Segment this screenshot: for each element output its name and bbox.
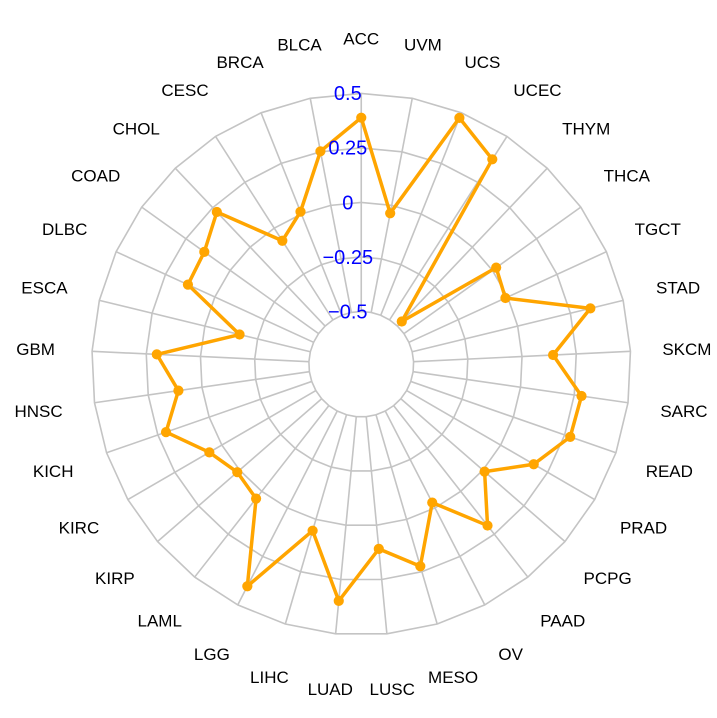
svg-text:UCEC: UCEC <box>513 81 561 100</box>
svg-text:BLCA: BLCA <box>277 35 322 54</box>
svg-text:THYM: THYM <box>562 119 610 138</box>
svg-text:PAAD: PAAD <box>540 612 585 631</box>
svg-text:LUSC: LUSC <box>370 680 415 699</box>
svg-text:DLBC: DLBC <box>42 220 87 239</box>
svg-text:0: 0 <box>342 192 353 214</box>
svg-text:COAD: COAD <box>71 166 120 185</box>
svg-text:UVM: UVM <box>404 35 442 54</box>
svg-text:STAD: STAD <box>656 279 700 298</box>
svg-text:KIRC: KIRC <box>59 518 100 537</box>
svg-text:CESC: CESC <box>161 81 208 100</box>
svg-text:SARC: SARC <box>660 402 707 421</box>
svg-text:ACC: ACC <box>343 29 379 48</box>
svg-text:OV: OV <box>498 645 523 664</box>
svg-text:CHOL: CHOL <box>113 119 160 138</box>
svg-text:UCS: UCS <box>464 53 500 72</box>
svg-text:0.25: 0.25 <box>328 138 367 160</box>
svg-text:HNSC: HNSC <box>14 402 62 421</box>
svg-text:ESCA: ESCA <box>21 279 68 298</box>
svg-text:THCA: THCA <box>604 166 651 185</box>
svg-text:LGG: LGG <box>194 645 230 664</box>
svg-text:KIRP: KIRP <box>95 569 135 588</box>
svg-text:READ: READ <box>646 462 693 481</box>
svg-text:BRCA: BRCA <box>216 53 264 72</box>
svg-text:LIHC: LIHC <box>250 668 289 687</box>
svg-text:LUAD: LUAD <box>308 680 353 699</box>
svg-text:GBM: GBM <box>16 340 55 359</box>
svg-text:PCPG: PCPG <box>584 569 632 588</box>
svg-text:SKCM: SKCM <box>662 340 711 359</box>
svg-text:LAML: LAML <box>138 612 182 631</box>
svg-text:MESO: MESO <box>428 668 478 687</box>
svg-text:PRAD: PRAD <box>620 518 667 537</box>
svg-text:0.5: 0.5 <box>334 83 362 105</box>
svg-text:−0.5: −0.5 <box>328 301 367 323</box>
svg-text:TGCT: TGCT <box>635 220 681 239</box>
svg-text:−0.25: −0.25 <box>322 247 373 269</box>
svg-text:KICH: KICH <box>33 462 74 481</box>
